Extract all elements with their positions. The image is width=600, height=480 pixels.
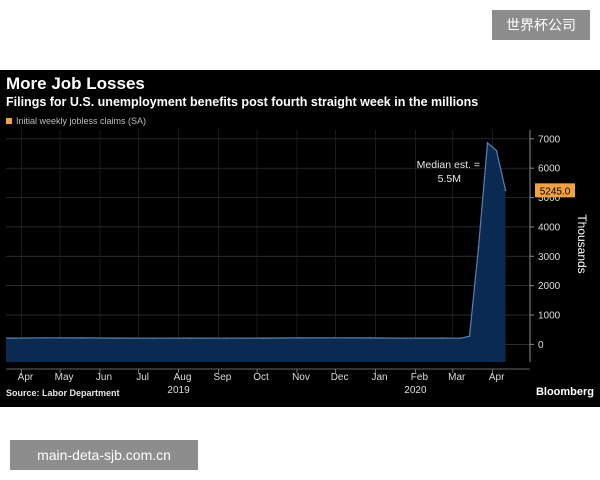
data-point [370,337,372,339]
data-point [45,337,47,339]
y-tick-label: 4000 [538,222,561,233]
chart-panel: 01000200030004000500060007000AprMayJunJu… [0,70,600,407]
data-point [225,337,227,339]
data-point [442,337,444,339]
y-tick-label: 6000 [538,164,561,175]
data-point [189,337,191,339]
data-point [81,337,83,339]
data-point [460,337,462,339]
x-tick-label: Aug [174,372,192,383]
x-tick-label: Oct [253,372,269,383]
annotation-line2: 5.5M [438,173,461,185]
annotation-line1: Median est. = [417,159,480,171]
y-tick-label: 1000 [538,311,561,322]
last-value-label: 5245.0 [540,186,571,197]
chart-subtitle: Filings for U.S. unemployment benefits p… [6,95,478,109]
x-tick-label: Jan [371,372,387,383]
chart-legend: Initial weekly jobless claims (SA) [6,116,146,126]
chart-title: More Job Losses [6,74,145,94]
data-point [153,337,155,339]
x-year-label: 2020 [404,385,427,396]
data-point [505,190,507,192]
source-note: Source: Labor Department [6,388,120,398]
x-tick-label: Mar [448,372,466,383]
data-point [9,337,11,339]
data-point [469,335,471,337]
x-tick-label: Dec [331,372,349,383]
data-point [117,337,119,339]
x-tick-label: May [55,372,74,383]
watermark-top: 世界杯公司 [492,10,590,40]
data-point [334,337,336,339]
data-point [487,142,489,144]
x-tick-label: Jun [96,372,112,383]
x-tick-label: Nov [292,372,310,383]
x-tick-label: Feb [411,372,429,383]
data-point [261,337,263,339]
watermark-bottom: main-deta-sjb.com.cn [10,440,198,470]
y-tick-label: 7000 [538,134,561,145]
legend-label: Initial weekly jobless claims (SA) [16,116,146,126]
y-tick-label: 2000 [538,281,561,292]
data-point [406,337,408,339]
data-point [297,337,299,339]
bloomberg-logo: Bloomberg [536,386,594,398]
x-tick-label: Jul [136,372,149,383]
series-line [6,143,506,338]
y-axis-title: Thousands [575,214,589,273]
data-point [478,247,480,249]
x-year-label: 2019 [167,385,190,396]
x-tick-label: Apr [18,372,34,383]
y-tick-label: 0 [538,340,544,351]
x-tick-label: Apr [489,372,505,383]
y-tick-label: 3000 [538,252,561,263]
x-tick-label: Sep [214,372,232,383]
legend-swatch [6,118,12,124]
data-point [496,150,498,152]
series-area [6,143,506,362]
